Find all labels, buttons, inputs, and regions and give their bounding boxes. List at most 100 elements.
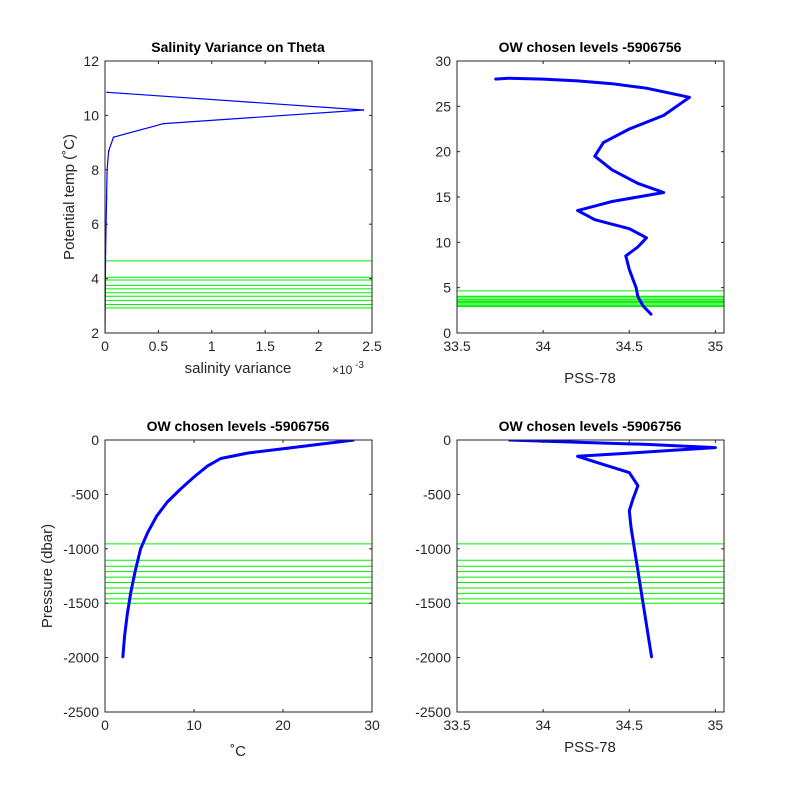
plot-area	[457, 76, 724, 316]
data-point	[594, 205, 596, 207]
x-tick-label: 34	[535, 338, 551, 354]
x-axis-label: ˚C	[230, 743, 246, 760]
data-point	[625, 255, 627, 257]
x-tick-label: 10	[186, 717, 202, 733]
panel-salinity-variance: Salinity Variance on Theta salinity vari…	[61, 39, 382, 377]
data-point	[637, 569, 639, 572]
panel-salinity-theta: OW chosen levels -5906756 PSS-78 33.5 34 3…	[435, 39, 725, 387]
x-tick-label: 30	[364, 717, 380, 733]
data-point	[637, 196, 639, 198]
data-point	[112, 136, 115, 138]
y-tick-label: 10	[435, 234, 451, 250]
data-point	[631, 277, 634, 280]
y-tick-label: 8	[91, 162, 99, 178]
panel-title: OW chosen levels -5906756	[499, 39, 682, 55]
data-point	[714, 446, 717, 449]
profile-line	[508, 440, 717, 658]
plot-area	[105, 440, 372, 659]
data-point	[647, 635, 650, 637]
y-axis-label: Potential temp (˚C)	[61, 134, 78, 260]
data-point	[193, 476, 195, 478]
data-point	[123, 635, 126, 637]
plot-area	[457, 440, 724, 659]
y-tick-label: 30	[435, 53, 451, 69]
data-point	[602, 141, 605, 144]
data-point	[107, 149, 110, 152]
y-tick-label: 6	[91, 216, 99, 232]
data-point	[162, 122, 165, 125]
data-point	[637, 182, 639, 185]
x-tick-label: 1	[208, 338, 216, 354]
y-tick-label: 10	[83, 107, 99, 123]
x-exponent-power: -3	[355, 360, 364, 371]
data-point	[611, 466, 613, 469]
data-point	[206, 465, 209, 467]
axes-box	[104, 60, 373, 334]
data-point	[628, 128, 631, 130]
data-point	[282, 447, 284, 450]
axes-box	[456, 439, 725, 713]
y-axis-label: Pressure (dbar)	[39, 524, 56, 628]
y-tick-label: 12	[83, 53, 99, 69]
data-point	[576, 455, 579, 458]
panel-temperature-pressure: OW chosen levels -5906756 ˚C Pressure (d…	[39, 418, 380, 760]
x-tick-label: 1.5	[255, 338, 275, 354]
panel-title: Salinity Variance on Theta	[151, 39, 325, 55]
data-point	[662, 191, 665, 194]
y-tick-label: 4	[91, 271, 99, 287]
data-point	[594, 460, 596, 463]
data-point	[628, 452, 631, 454]
data-point	[650, 656, 653, 659]
y-tick-label: 2	[91, 325, 99, 341]
y-tick-label: -1500	[415, 595, 451, 611]
data-point	[633, 548, 636, 550]
y-tick-label: -500	[423, 486, 451, 502]
x-tick-label: 0	[101, 717, 109, 733]
y-tick-label: -2000	[63, 650, 99, 666]
y-tick-label: 0	[443, 325, 451, 341]
data-point	[179, 488, 182, 490]
y-tick-label: -1500	[63, 595, 99, 611]
data-point	[130, 591, 132, 594]
panel-title: OW chosen levels -5906756	[147, 418, 330, 434]
x-tick-label: 0.5	[149, 338, 169, 354]
data-point	[628, 268, 631, 271]
data-point	[645, 443, 648, 446]
y-tick-label: -500	[71, 486, 99, 502]
data-point	[688, 96, 691, 99]
data-point	[611, 223, 613, 225]
data-point	[219, 457, 222, 460]
data-point	[628, 509, 631, 512]
data-point	[507, 77, 510, 80]
x-axis-label: PSS-78	[564, 739, 616, 756]
data-point	[155, 515, 158, 517]
y-tick-label: 0	[443, 432, 451, 448]
data-point	[637, 295, 639, 298]
data-point	[246, 452, 249, 454]
data-point	[106, 91, 108, 94]
x-tick-label: 2	[315, 338, 323, 354]
data-point	[611, 169, 613, 171]
data-point	[643, 613, 646, 615]
data-point	[680, 448, 682, 451]
data-point	[166, 501, 169, 503]
x-tick-label: 34.5	[616, 338, 643, 354]
data-point	[139, 548, 142, 550]
x-exponent-base: ×10	[332, 363, 353, 377]
data-point	[576, 209, 579, 212]
y-tick-label: -1000	[63, 541, 99, 557]
data-point	[585, 214, 587, 216]
data-point	[105, 196, 108, 198]
x-axis-label: PSS-78	[564, 370, 616, 387]
data-point	[126, 613, 129, 615]
data-point	[362, 109, 365, 111]
x-axis-label: salinity variance	[185, 360, 292, 377]
data-point	[645, 237, 648, 239]
y-tick-label: -2000	[415, 650, 451, 666]
y-tick-label: 0	[91, 432, 99, 448]
x-tick-label: 20	[275, 717, 291, 733]
y-tick-label: 15	[435, 189, 451, 205]
data-point	[134, 569, 137, 572]
data-point	[628, 227, 631, 230]
